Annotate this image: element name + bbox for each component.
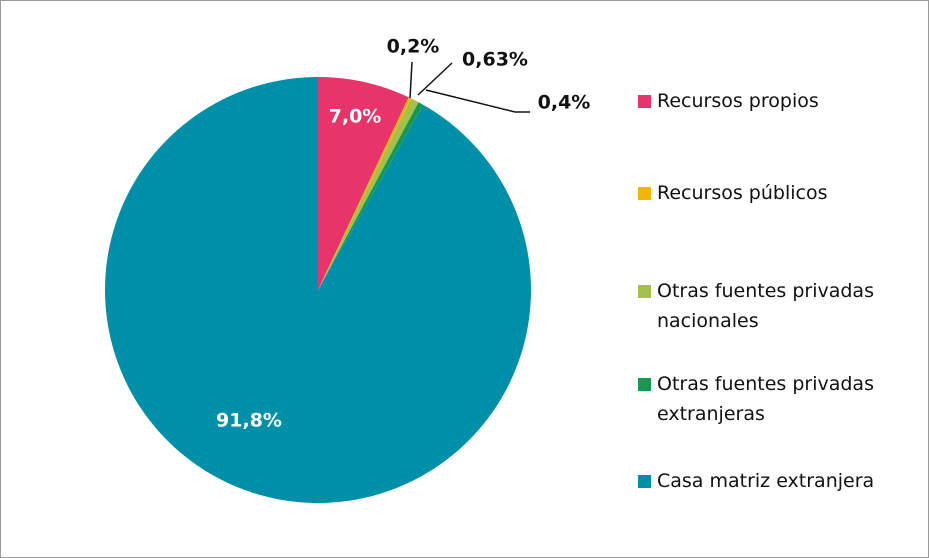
legend-swatch <box>638 187 651 200</box>
pie-slice <box>318 77 409 290</box>
legend-label: Otras fuentes privadas extranjeras <box>657 373 874 425</box>
legend-swatch <box>638 378 651 391</box>
legend-item: Otras fuentes privadas extranjeras <box>638 369 923 429</box>
legend-label: Recursos públicos <box>657 182 828 204</box>
leader-line <box>417 62 453 96</box>
legend-item: Otras fuentes privadas nacionales <box>638 276 923 336</box>
leader-line <box>425 89 530 113</box>
legend-item: Recursos públicos <box>638 178 923 208</box>
slices <box>105 76 531 503</box>
data-label: 91,8% <box>216 410 282 432</box>
legend-label: Otras fuentes privadas nacionales <box>657 280 874 332</box>
leader-line <box>409 61 413 99</box>
legend-label: Recursos propios <box>657 90 819 112</box>
pie-slice <box>318 102 424 290</box>
legend-swatch <box>638 475 651 488</box>
legend-item: Casa matriz extranjera <box>638 466 923 496</box>
legend-swatch <box>638 285 651 298</box>
legend-item: Recursos propios <box>638 86 923 116</box>
pie-slice <box>105 76 531 503</box>
legend-label: Casa matriz extranjera <box>657 470 875 492</box>
data-label: 0,2% <box>387 36 440 58</box>
data-label: 0,63% <box>462 49 528 71</box>
data-label: 7,0% <box>329 106 382 128</box>
data-label: 0,4% <box>538 92 591 114</box>
legend-swatch <box>638 95 651 108</box>
pie-slice <box>318 97 412 290</box>
pie-slice <box>318 98 419 290</box>
